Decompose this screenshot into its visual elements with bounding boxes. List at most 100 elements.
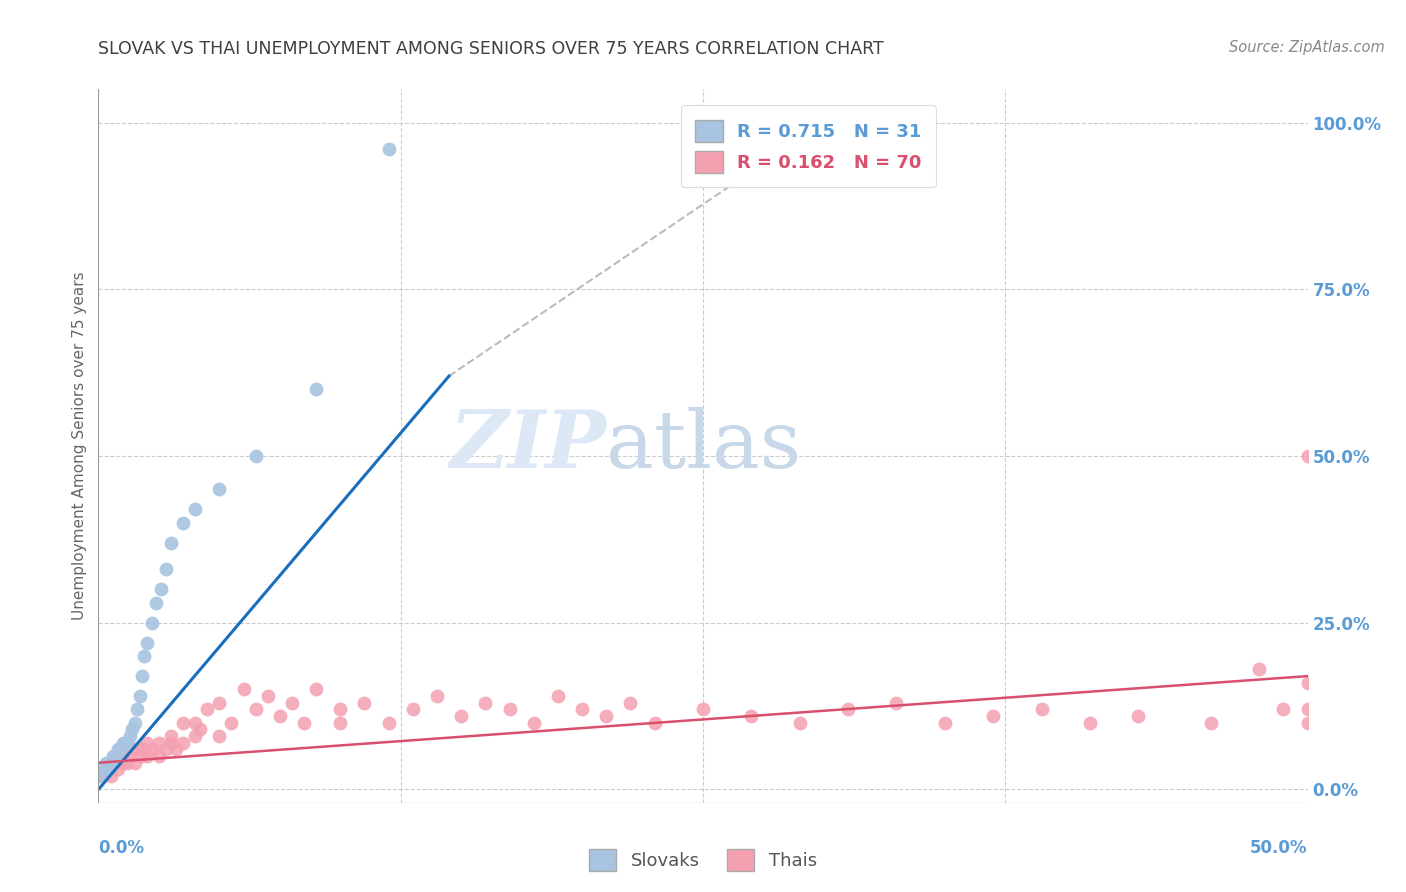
Point [135,736,157,750]
Point [172,715,194,730]
Point [160,736,183,750]
Point [402,702,425,716]
Text: 50.0%: 50.0% [1250,839,1308,857]
Point [498,702,520,716]
Point [150,582,173,597]
Point [104,756,127,770]
Point [155,562,177,576]
Point [131,749,153,764]
Point [135,636,157,650]
Point [1128,709,1150,723]
Point [208,483,231,497]
Point [94,763,117,777]
Point [117,756,139,770]
Point [1249,662,1271,676]
Legend: Slovaks, Thais: Slovaks, Thais [582,842,824,879]
Point [108,742,131,756]
Point [117,736,139,750]
Point [281,696,304,710]
Point [148,736,170,750]
Point [474,696,496,710]
Point [1296,715,1319,730]
Point [188,723,211,737]
Point [172,516,194,530]
Text: ZIP: ZIP [450,408,606,484]
Point [837,702,859,716]
Point [107,763,129,777]
Point [148,749,170,764]
Point [256,689,278,703]
Point [571,702,593,716]
Point [100,756,122,770]
Point [91,763,114,777]
Point [523,715,546,730]
Point [644,715,666,730]
Point [377,142,399,156]
Point [111,756,134,770]
Point [128,689,150,703]
Point [450,709,472,723]
Point [329,715,352,730]
Point [981,709,1004,723]
Point [101,749,124,764]
Text: Source: ZipAtlas.com: Source: ZipAtlas.com [1229,40,1385,55]
Point [1078,715,1101,730]
Point [124,756,146,770]
Point [426,689,449,703]
Point [547,689,569,703]
Point [1199,715,1222,730]
Point [184,729,207,743]
Point [87,769,110,783]
Point [87,769,110,783]
Point [134,649,156,664]
Point [208,729,231,743]
Point [107,742,129,756]
Point [789,715,811,730]
Point [184,715,207,730]
Point [1272,702,1295,716]
Point [141,615,163,630]
Point [692,702,714,716]
Point [934,715,956,730]
Point [124,715,146,730]
Point [329,702,352,716]
Point [208,696,231,710]
Point [595,709,617,723]
Point [114,736,136,750]
Point [1296,449,1319,463]
Point [292,715,315,730]
Text: atlas: atlas [606,407,801,485]
Point [127,702,149,716]
Point [740,709,762,723]
Point [94,756,117,770]
Point [135,749,157,764]
Point [269,709,291,723]
Point [184,502,207,516]
Point [111,736,134,750]
Point [1296,702,1319,716]
Point [245,449,267,463]
Point [353,696,375,710]
Point [305,382,328,396]
Point [118,749,141,764]
Point [131,742,153,756]
Point [141,742,163,756]
Text: 0.0%: 0.0% [98,839,145,857]
Point [104,749,127,764]
Point [886,696,908,710]
Point [100,769,122,783]
Point [118,729,141,743]
Point [160,729,183,743]
Point [97,763,120,777]
Point [619,696,641,710]
Point [1296,675,1319,690]
Point [121,723,143,737]
Point [131,669,153,683]
Point [111,749,134,764]
Point [221,715,243,730]
Point [124,742,146,756]
Text: SLOVAK VS THAI UNEMPLOYMENT AMONG SENIORS OVER 75 YEARS CORRELATION CHART: SLOVAK VS THAI UNEMPLOYMENT AMONG SENIOR… [98,40,884,58]
Point [1031,702,1053,716]
Y-axis label: Unemployment Among Seniors over 75 years: Unemployment Among Seniors over 75 years [72,272,87,620]
Legend: R = 0.715   N = 31, R = 0.162   N = 70: R = 0.715 N = 31, R = 0.162 N = 70 [681,105,936,187]
